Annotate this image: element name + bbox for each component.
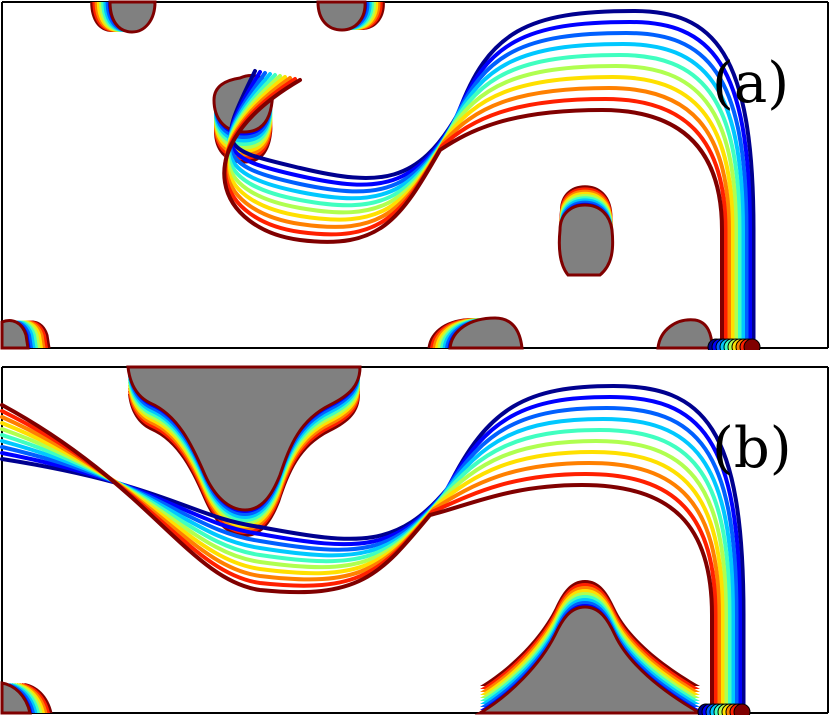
- body-bottom-left-b: [0, 681, 32, 715]
- streamline: [0, 403, 714, 712]
- panel-b: (b): [0, 365, 830, 715]
- body-top-mid: [316, 0, 367, 32]
- panel-b-frame: [1, 366, 829, 714]
- body-bottom-right: [656, 318, 714, 350]
- panel-b-bodies: [0, 365, 706, 715]
- panel-b-origin-markers: [697, 703, 751, 715]
- panel-a-label: (a): [712, 51, 789, 116]
- body-top-left: [108, 0, 157, 34]
- origin-marker: [743, 338, 761, 350]
- streamline: [227, 41, 745, 347]
- streamline: [223, 77, 728, 347]
- streamline: [228, 19, 752, 347]
- body-bottom-big: [474, 605, 706, 715]
- body-middle-right: [557, 203, 615, 277]
- body-bottom-mid: [448, 316, 524, 350]
- panel-b-streamlines: [0, 383, 746, 712]
- body-top-big: [126, 365, 362, 512]
- streamline: [227, 30, 749, 347]
- panel-a-plot: (a): [0, 0, 829, 350]
- panel-a-streamlines: [222, 8, 756, 347]
- panel-a-body-trails: [2, 2, 613, 348]
- panel-a-origin-markers: [707, 338, 761, 350]
- origin-marker: [733, 703, 751, 715]
- panel-b-label: (b): [712, 416, 792, 481]
- body-bottom-left: [0, 319, 30, 350]
- panel-b-plot: (b): [0, 365, 829, 715]
- panel-a-frame: [1, 1, 829, 349]
- streamline: [222, 78, 724, 347]
- panel-a: (a): [0, 0, 830, 350]
